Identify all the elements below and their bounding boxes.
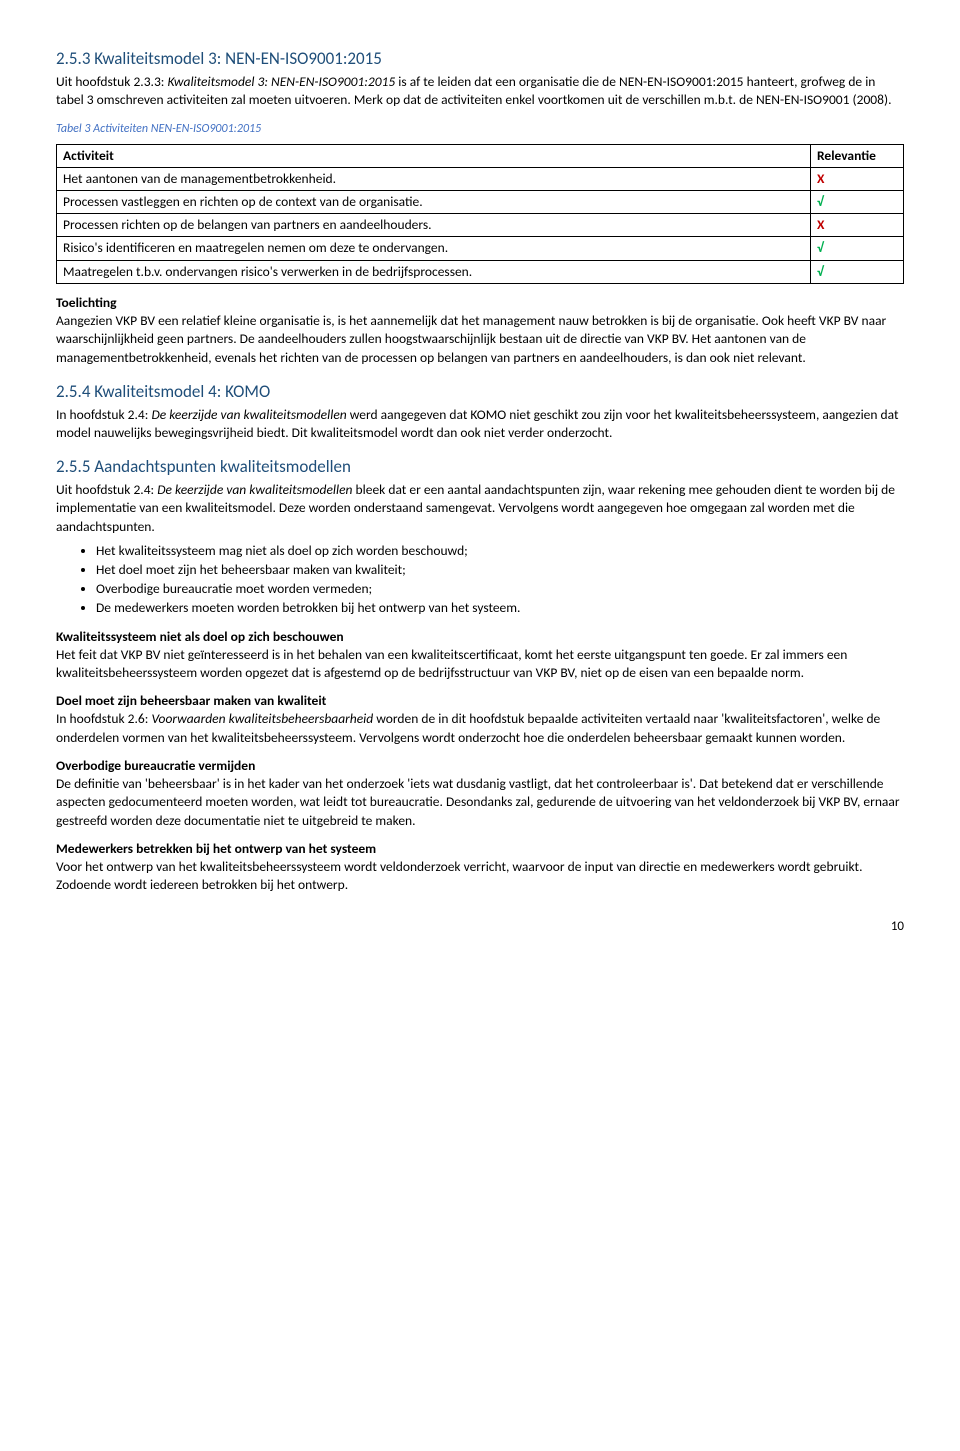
- sec3-body: De definitie van 'beheersbaar' is in het…: [56, 775, 904, 830]
- intro-253-a: Uit hoofdstuk 2.3.3:: [56, 73, 167, 90]
- intro-253-italic: Kwaliteitsmodel 3: NEN-EN-ISO9001:2015: [167, 73, 395, 90]
- list-item: De medewerkers moeten worden betrokken b…: [96, 599, 904, 617]
- list-item: Het kwaliteitssysteem mag niet als doel …: [96, 542, 904, 560]
- sec4-title: Medewerkers betrekken bij het ontwerp va…: [56, 840, 904, 858]
- activity-cell: Processen richten op de belangen van par…: [57, 214, 811, 237]
- page-number: 10: [56, 918, 904, 936]
- p254-a: In hoofdstuk 2.4:: [56, 406, 151, 423]
- mark-x-icon: X: [817, 170, 824, 187]
- col-activity: Activiteit: [57, 144, 811, 167]
- sec2-title: Doel moet zijn beheersbaar maken van kwa…: [56, 692, 904, 710]
- relevance-cell: √: [811, 260, 904, 283]
- sec2-block: Doel moet zijn beheersbaar maken van kwa…: [56, 692, 904, 747]
- p255-a: Uit hoofdstuk 2.4:: [56, 481, 157, 498]
- table-header-row: Activiteit Relevantie: [57, 144, 904, 167]
- col-relevance: Relevantie: [811, 144, 904, 167]
- p254: In hoofdstuk 2.4: De keerzijde van kwali…: [56, 406, 904, 442]
- sec4-block: Medewerkers betrekken bij het ontwerp va…: [56, 840, 904, 895]
- list-item: Het doel moet zijn het beheersbaar maken…: [96, 561, 904, 579]
- toelichting-body: Aangezien VKP BV een relatief kleine org…: [56, 312, 904, 367]
- heading-254: 2.5.4 Kwaliteitsmodel 4: KOMO: [56, 381, 904, 404]
- table-caption: Tabel 3 Activiteiten NEN-EN-ISO9001:2015: [56, 121, 904, 137]
- relevance-cell: √: [811, 237, 904, 260]
- relevance-cell: X: [811, 214, 904, 237]
- activity-cell: Processen vastleggen en richten op de co…: [57, 191, 811, 214]
- sec3-title: Overbodige bureaucratie vermijden: [56, 757, 904, 775]
- sec2-body: In hoofdstuk 2.6: Voorwaarden kwaliteits…: [56, 710, 904, 746]
- p255-italic: De keerzijde van kwaliteitsmodellen: [157, 481, 352, 498]
- sec1-body: Het feit dat VKP BV niet geïnteresseerd …: [56, 646, 904, 682]
- mark-check-icon: √: [817, 193, 824, 210]
- sec2-italic: Voorwaarden kwaliteitsbeheersbaarheid: [151, 710, 373, 727]
- activity-cell: Het aantonen van de managementbetrokkenh…: [57, 167, 811, 190]
- sec1-block: Kwaliteitssysteem niet als doel op zich …: [56, 628, 904, 683]
- mark-check-icon: √: [817, 239, 824, 256]
- table-row: Maatregelen t.b.v. ondervangen risico's …: [57, 260, 904, 283]
- heading-255: 2.5.5 Aandachtspunten kwaliteitsmodellen: [56, 456, 904, 479]
- relevance-cell: X: [811, 167, 904, 190]
- activity-cell: Risico's identificeren en maatregelen ne…: [57, 237, 811, 260]
- intro-253: Uit hoofdstuk 2.3.3: Kwaliteitsmodel 3: …: [56, 73, 904, 109]
- activity-cell: Maatregelen t.b.v. ondervangen risico's …: [57, 260, 811, 283]
- list-item: Overbodige bureaucratie moet worden verm…: [96, 580, 904, 598]
- table-row: Processen vastleggen en richten op de co…: [57, 191, 904, 214]
- sec2-a: In hoofdstuk 2.6:: [56, 710, 151, 727]
- sec4-body: Voor het ontwerp van het kwaliteitsbehee…: [56, 858, 904, 894]
- sec1-title: Kwaliteitssysteem niet als doel op zich …: [56, 628, 904, 646]
- table-row: Risico's identificeren en maatregelen ne…: [57, 237, 904, 260]
- relevance-cell: √: [811, 191, 904, 214]
- heading-253: 2.5.3 Kwaliteitsmodel 3: NEN-EN-ISO9001:…: [56, 48, 904, 71]
- table-row: Processen richten op de belangen van par…: [57, 214, 904, 237]
- toelichting-title: Toelichting: [56, 294, 904, 312]
- mark-check-icon: √: [817, 263, 824, 280]
- bullet-list: Het kwaliteitssysteem mag niet als doel …: [56, 542, 904, 618]
- sec3-block: Overbodige bureaucratie vermijden De def…: [56, 757, 904, 830]
- toelichting-block: Toelichting Aangezien VKP BV een relatie…: [56, 294, 904, 367]
- activities-table: Activiteit Relevantie Het aantonen van d…: [56, 144, 904, 284]
- table-row: Het aantonen van de managementbetrokkenh…: [57, 167, 904, 190]
- p254-italic: De keerzijde van kwaliteitsmodellen: [151, 406, 346, 423]
- mark-x-icon: X: [817, 216, 824, 233]
- p255: Uit hoofdstuk 2.4: De keerzijde van kwal…: [56, 481, 904, 536]
